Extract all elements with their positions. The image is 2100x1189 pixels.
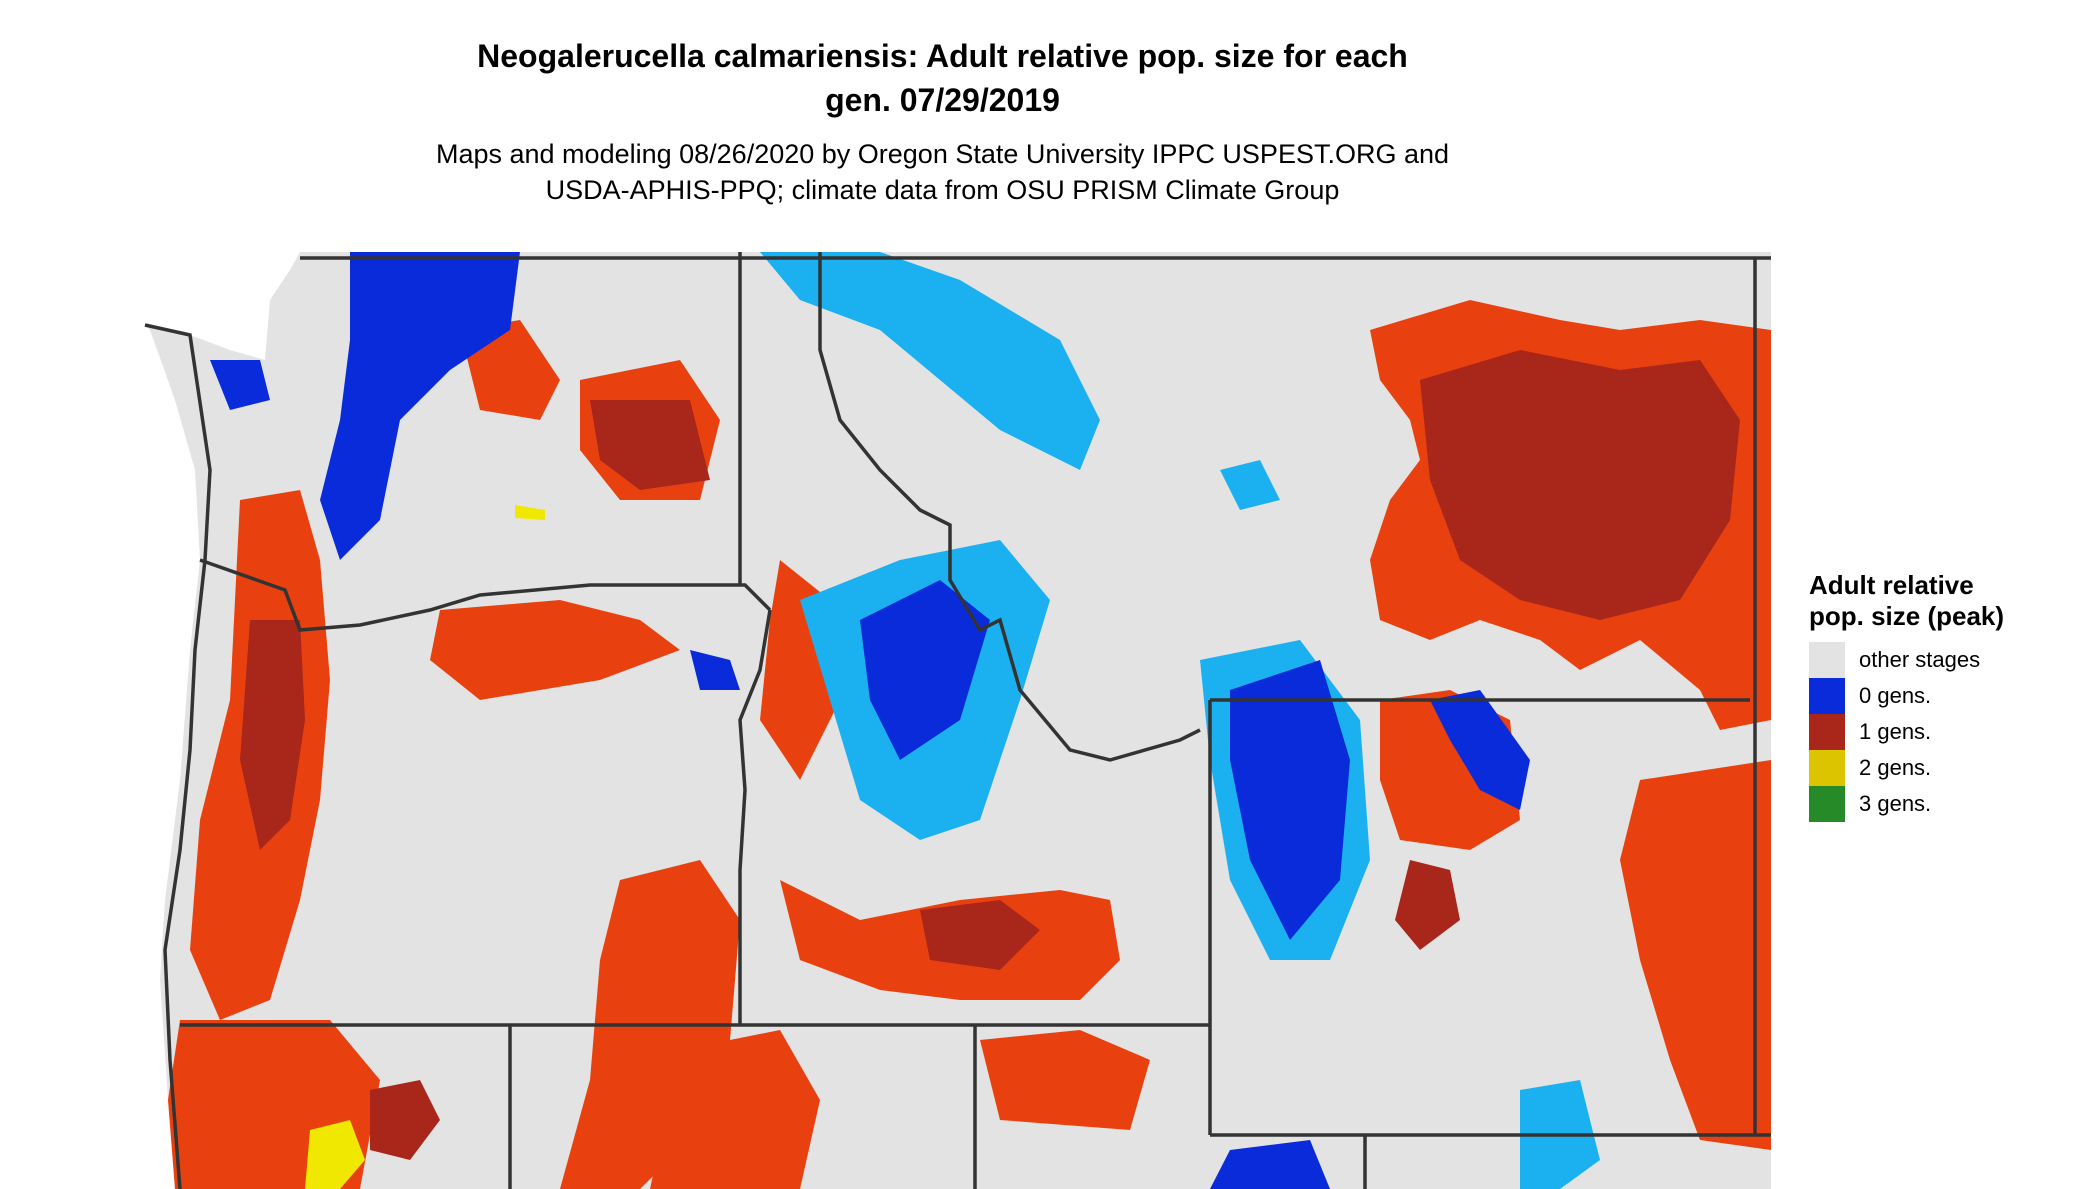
legend-label: 1 gens. — [1859, 719, 1932, 744]
legend-label: 0 gens. — [1859, 683, 1932, 708]
map-subtitle: Maps and modeling 08/26/2020 by Oregon S… — [300, 136, 1585, 208]
nv-ut-border — [508, 1025, 1367, 1189]
legend-title: Adult relative pop. size (peak) — [1809, 570, 2005, 631]
legend-item-3-gens: 3 gens. — [1809, 786, 2009, 822]
legend-items: other stages 0 gens. 1 gens. 2 gens. 3 g… — [1809, 642, 2009, 822]
legend-item-2-gens: 2 gens. — [1809, 750, 2009, 786]
one-generation-regions — [168, 300, 1771, 1189]
southern-border — [180, 1023, 1771, 1137]
title-line-1: Neogalerucella calmariensis: Adult relat… — [477, 38, 1408, 74]
wa-or-border — [199, 558, 772, 632]
legend-item-other-stages: other stages — [1809, 642, 2009, 678]
or-id-border — [738, 609, 772, 1025]
legend-item-0-gens: 0 gens. — [1809, 678, 2009, 714]
two-generation-regions — [305, 505, 545, 1189]
title-line-2: gen. 07/29/2019 — [825, 82, 1060, 118]
wy-border — [1208, 698, 1750, 1135]
map-title: Neogalerucella calmariensis: Adult relat… — [300, 34, 1585, 122]
state-borders — [144, 252, 1771, 1189]
legend-swatch — [1809, 786, 1845, 822]
legend-label: other stages — [1859, 647, 1981, 672]
coastline — [144, 323, 212, 1189]
legend-item-1-gens: 1 gens. — [1809, 714, 2009, 750]
legend: Adult relative pop. size (peak) other st… — [1809, 570, 2009, 822]
id-mt-border — [818, 252, 1201, 762]
legend-swatch — [1809, 714, 1845, 750]
zero-generation-regions — [210, 252, 1600, 1189]
legend-label: 2 gens. — [1859, 755, 1932, 780]
legend-swatch — [1809, 678, 1845, 714]
legend-label: 3 gens. — [1859, 791, 1932, 816]
legend-swatch — [1809, 642, 1845, 678]
subtitle-line-2: USDA-APHIS-PPQ; climate data from OSU PR… — [545, 175, 1340, 205]
legend-swatch — [1809, 750, 1845, 786]
subtitle-line-1: Maps and modeling 08/26/2020 by Oregon S… — [435, 139, 1450, 169]
